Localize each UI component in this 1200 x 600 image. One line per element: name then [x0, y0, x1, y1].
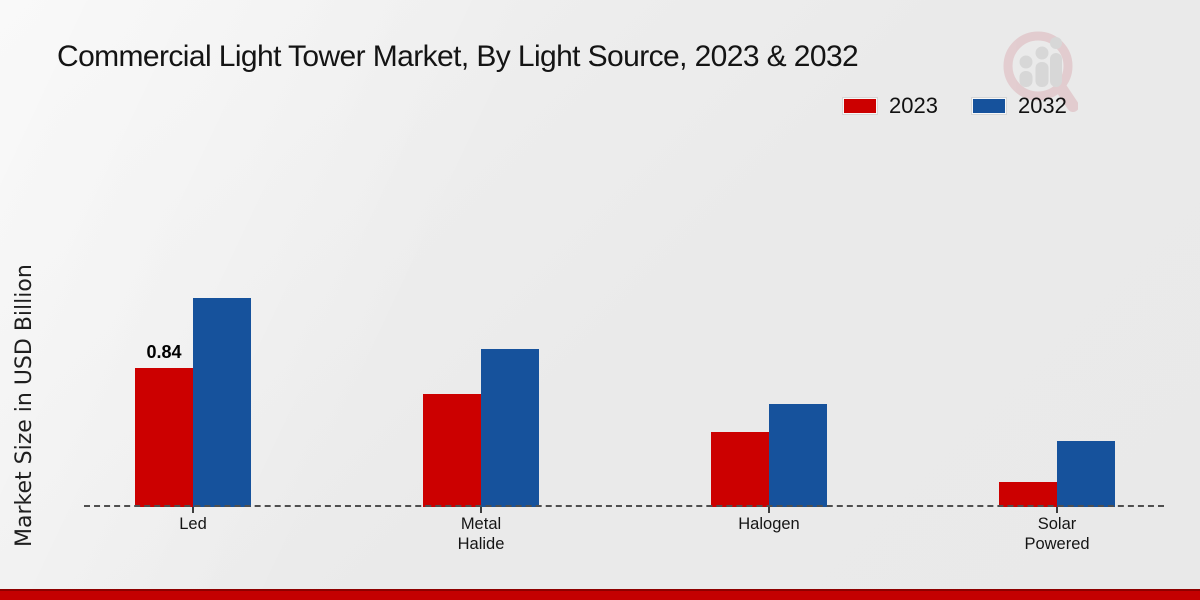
legend-swatch-2032 [971, 98, 1006, 114]
bar-2023-metal-halide [423, 394, 481, 507]
bar-2032-solar-powered [1057, 441, 1115, 507]
bar-2023-led [135, 368, 193, 507]
legend-label-2023: 2023 [889, 93, 938, 118]
category-label-led: Led [179, 515, 207, 533]
bar-2023-solar-powered [999, 482, 1057, 507]
legend-label-2032: 2032 [1017, 93, 1067, 118]
bar-2032-led [193, 298, 251, 507]
x-axis-line [84, 505, 1164, 507]
x-axis-tick [768, 507, 770, 513]
bar-2023-halogen [711, 432, 769, 507]
chart-title: Commercial Light Tower Market, By Light … [57, 40, 859, 73]
x-axis-tick [1056, 507, 1058, 513]
bar-2032-metal-halide [481, 349, 539, 507]
legend-swatch-2023 [843, 98, 877, 114]
bar-2032-halogen [769, 404, 827, 507]
bar-value-label: 0.84 [146, 342, 182, 362]
x-axis-tick [480, 507, 482, 513]
legend: 2023 2032 [843, 93, 1067, 119]
legend-item-2032: 2032 [971, 93, 1067, 119]
legend-item-2023: 2023 [843, 93, 938, 119]
category-label-solar-powered: Solar Powered [1024, 515, 1090, 554]
brand-watermark-icon [998, 26, 1079, 121]
footer-bar [0, 589, 1200, 600]
category-label-halogen: Halogen [738, 515, 800, 533]
x-axis-tick [192, 507, 194, 513]
category-label-metal-halide: Metal Halide [457, 515, 505, 554]
